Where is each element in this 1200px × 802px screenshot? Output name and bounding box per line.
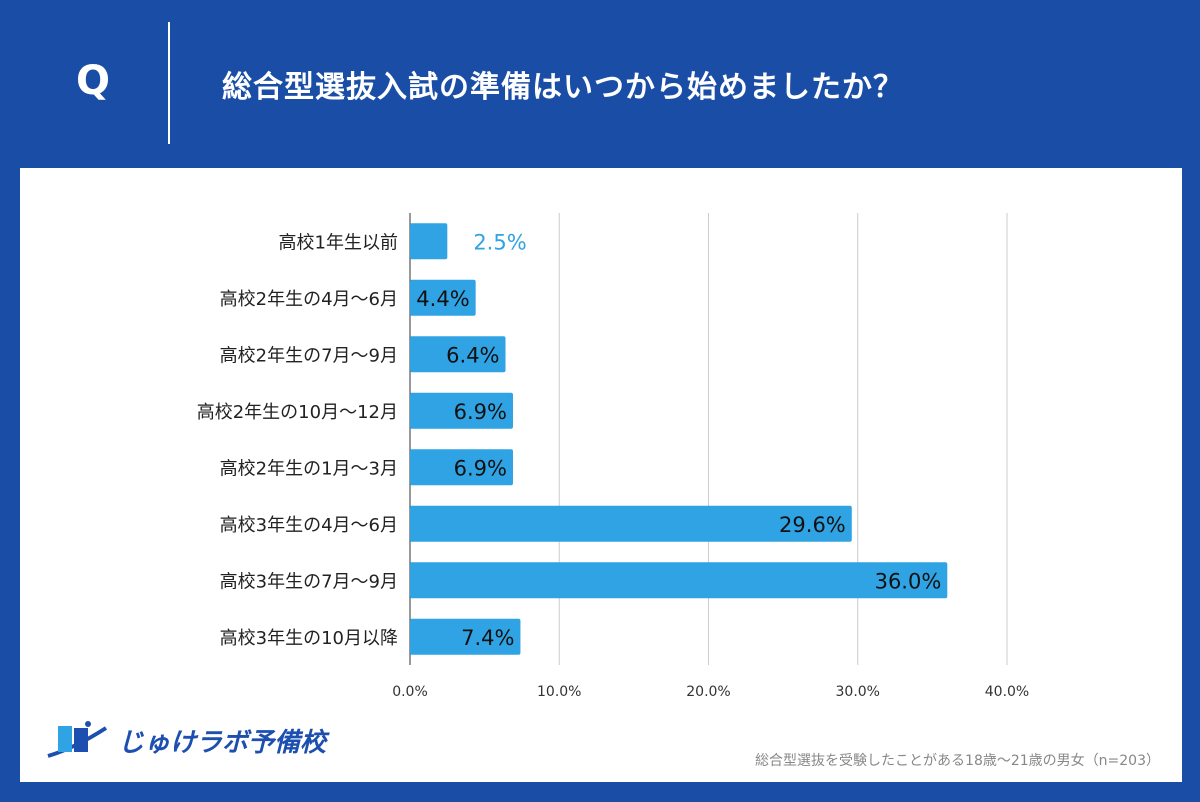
category-label: 高校3年生の10月以降 — [220, 628, 398, 649]
bar — [410, 336, 506, 373]
category-label: 高校2年生の4月～6月 — [220, 289, 398, 310]
sample-note: 総合型選抜を受験したことがある18歳～21歳の男女（n=203） — [755, 753, 1160, 769]
data-label: 4.4% — [416, 287, 469, 311]
x-tick-label: 40.0% — [985, 684, 1029, 700]
bar — [410, 223, 448, 260]
chart-panel — [20, 168, 1182, 782]
x-tick-label: 0.0% — [392, 684, 428, 700]
category-label: 高校1年生以前 — [279, 232, 398, 253]
book-logo-icon — [47, 721, 108, 758]
x-tick-label: 30.0% — [836, 684, 880, 700]
data-label: 6.4% — [446, 343, 499, 367]
data-label: 6.9% — [454, 400, 507, 424]
category-label: 高校2年生の7月～9月 — [220, 345, 398, 366]
bar — [410, 618, 521, 655]
x-tick-label: 20.0% — [686, 684, 730, 700]
data-label: 2.5% — [473, 230, 526, 254]
category-label: 高校3年生の7月～9月 — [220, 571, 398, 592]
data-label: 7.4% — [461, 626, 514, 650]
logo: じゅけラボ予備校 — [40, 718, 326, 762]
logo-text: じゅけラボ予備校 — [118, 727, 327, 758]
page-title: 総合型選抜入試の準備はいつから始めましたか？ — [222, 70, 904, 105]
category-label: 高校2年生の10月～12月 — [197, 402, 398, 423]
bar — [410, 505, 852, 542]
data-label: 6.9% — [454, 456, 507, 480]
bar — [410, 279, 476, 316]
bar — [410, 392, 513, 429]
bar — [410, 449, 513, 486]
x-tick-label: 10.0% — [537, 684, 581, 700]
bar — [410, 562, 948, 599]
q-label: Q — [76, 58, 111, 104]
data-label: 29.6% — [779, 513, 846, 537]
category-label: 高校3年生の4月～6月 — [220, 515, 398, 536]
data-label: 36.0% — [875, 569, 942, 593]
category-label: 高校2年生の1月～3月 — [220, 458, 398, 479]
header-divider — [168, 22, 170, 144]
